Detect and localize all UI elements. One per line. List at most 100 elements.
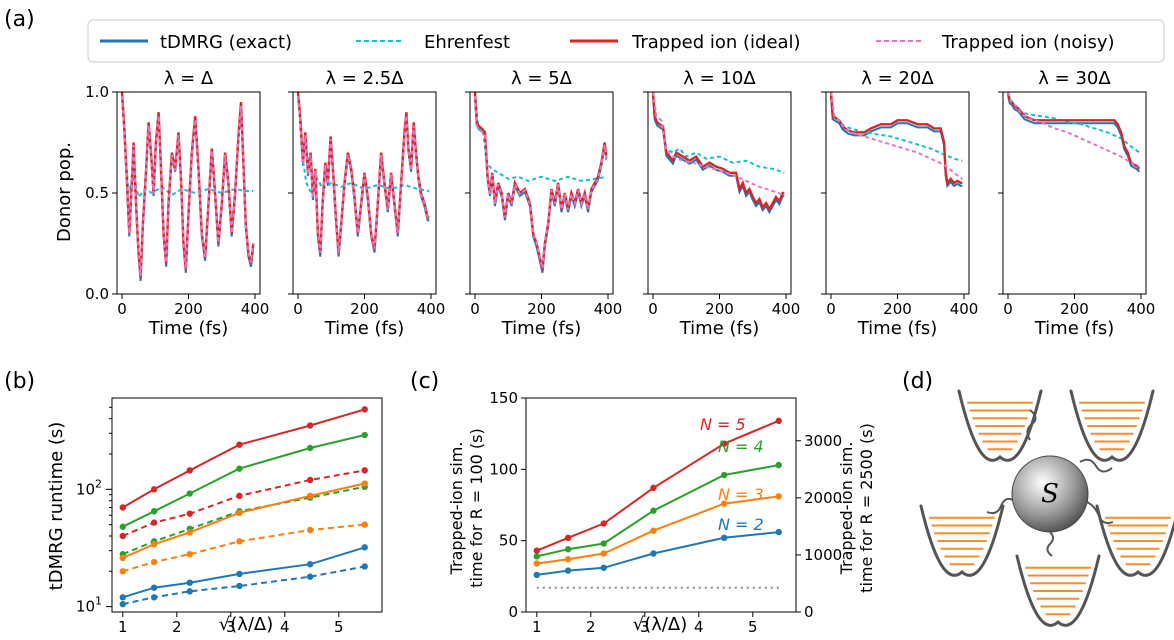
subplot-title: λ = 20Δ xyxy=(861,68,934,89)
c-point xyxy=(600,540,607,547)
series-trapped-ion-noisy xyxy=(297,95,430,253)
b-point xyxy=(186,490,193,497)
trap-potential xyxy=(919,504,1005,577)
b-point xyxy=(119,504,127,511)
c-point xyxy=(600,550,607,557)
legend-entry-noisy: Trapped ion (noisy) xyxy=(876,32,1115,53)
c-point xyxy=(720,534,728,542)
subplot-xlabel: Time (fs) xyxy=(324,318,405,339)
c-point xyxy=(720,440,728,447)
panel-label-a: (a) xyxy=(4,7,35,32)
series-ehrenfest xyxy=(1007,92,1140,154)
b-ylabel: tDMRG runtime (s) xyxy=(46,422,67,591)
b-series-line xyxy=(122,485,365,556)
x-tick-label: 400 xyxy=(1127,300,1156,318)
c-series-label: N = 3 xyxy=(718,485,764,504)
trap-potential xyxy=(957,389,1043,462)
b-point xyxy=(186,510,193,517)
c-series-0 xyxy=(533,417,782,554)
x-tick-label: 0 xyxy=(117,300,127,318)
panel-b: 1 2 3 4 5 101 102 xyxy=(76,397,383,636)
b-point xyxy=(119,594,127,601)
b-point xyxy=(186,467,193,474)
trap-potential xyxy=(1069,389,1155,462)
subplot-5: λ = 30Δ 0 200 400 Time (fs) xyxy=(998,68,1155,339)
c-point xyxy=(600,564,607,571)
b-y-tick-label: 101 xyxy=(76,595,102,616)
subplot-0: λ = Δ 0 200 400 0.0 0.5 1.0 Time (fs) xyxy=(85,68,269,339)
b-series-1 xyxy=(119,467,368,540)
b-x-tick-label: 2 xyxy=(172,618,182,636)
c-x-tick-label: 5 xyxy=(748,618,758,636)
b-x-tick-label: 3 xyxy=(226,618,236,636)
b-series-3 xyxy=(119,483,368,558)
b-point xyxy=(306,526,314,534)
x-tick-label: 200 xyxy=(1060,300,1089,318)
c-y-right-tick-label: 2000 xyxy=(804,489,842,507)
b-series-2 xyxy=(119,431,368,530)
b-series-line xyxy=(122,434,365,528)
panel-a: λ = Δ 0 200 400 0.0 0.5 1.0 Time (fs) λ = 2.5Δ 0 2… xyxy=(85,68,1155,339)
subplot-title: λ = 10Δ xyxy=(683,68,756,89)
b-point xyxy=(186,550,193,558)
subplot-title: λ = Δ xyxy=(164,68,214,89)
b-point xyxy=(361,467,368,474)
b-point xyxy=(119,568,127,575)
coupling-spring xyxy=(1086,501,1114,525)
b-point xyxy=(186,579,193,586)
c-point xyxy=(564,546,572,553)
harmonic-trap-1 xyxy=(1069,389,1155,462)
b-point xyxy=(150,486,158,493)
central-system-sphere xyxy=(1011,455,1089,533)
subplot-xlabel: Time (fs) xyxy=(679,318,760,339)
c-point xyxy=(720,471,728,479)
series-tdmrg-exact xyxy=(830,94,963,189)
c-x-tick-label: 4 xyxy=(694,618,704,636)
subplot-4: λ = 20Δ 0 200 400 Time (fs) xyxy=(821,68,978,339)
b-point xyxy=(150,594,158,601)
c-y-right-tick-label: 1000 xyxy=(804,546,842,564)
b-point xyxy=(236,582,243,590)
c-point xyxy=(650,550,657,557)
c-series-label: N = 4 xyxy=(718,437,764,456)
x-tick-label: 400 xyxy=(594,300,623,318)
c-y-right-tick-label: 0 xyxy=(804,603,814,621)
b-point xyxy=(236,441,243,448)
x-tick-label: 200 xyxy=(174,300,203,318)
legend-frame xyxy=(87,19,1165,63)
harmonic-trap-3 xyxy=(1095,504,1174,577)
c-x-tick-label: 2 xyxy=(586,618,596,636)
b-frame xyxy=(111,397,383,613)
coupling-spring xyxy=(986,497,1014,515)
subplot-xlabel: Time (fs) xyxy=(501,318,582,339)
panel-d-diagram xyxy=(919,389,1174,627)
panel-label-c: (c) xyxy=(410,369,439,394)
c-point xyxy=(600,520,607,527)
c-series-line xyxy=(536,495,779,565)
legend-label-ideal: Trapped ion (ideal) xyxy=(631,32,801,53)
b-y-tick-exponent: 2 xyxy=(95,477,102,490)
subplot-xlabel: Time (fs) xyxy=(148,318,229,339)
b-point xyxy=(306,422,314,429)
c-point xyxy=(775,528,782,536)
x-tick-label: 200 xyxy=(705,300,734,318)
c-xlabel: √(λ/Δ) xyxy=(633,614,688,635)
b-point xyxy=(361,544,368,551)
c-point xyxy=(720,500,728,507)
c-point xyxy=(775,461,782,469)
b-point xyxy=(150,584,158,591)
c-series-label: N = 2 xyxy=(718,515,764,534)
series-trapped-ion-ideal xyxy=(296,92,430,254)
b-point xyxy=(306,573,314,580)
subplot-series xyxy=(1006,92,1141,173)
c-y-tick-label: 100 xyxy=(489,460,518,478)
c-point xyxy=(775,493,782,500)
b-point xyxy=(150,558,158,566)
b-series-line xyxy=(122,408,365,509)
b-point xyxy=(361,563,368,570)
subplot-title: λ = 5Δ xyxy=(511,68,573,89)
b-point xyxy=(150,508,158,515)
series-trapped-ion-noisy xyxy=(652,92,785,196)
b-point xyxy=(119,554,127,562)
subplot-2: λ = 5Δ 0 200 400 Time (fs) xyxy=(465,68,622,339)
